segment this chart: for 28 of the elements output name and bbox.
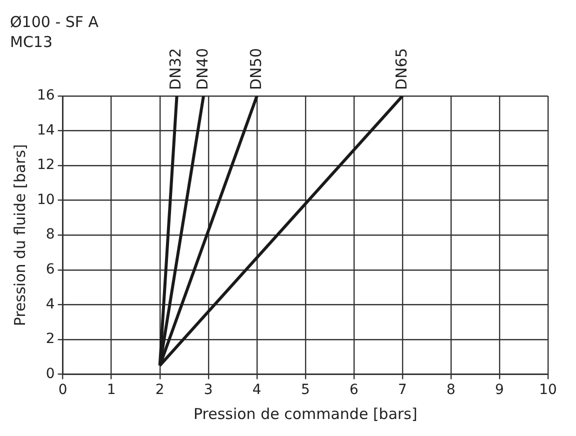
y-tick-label: 0: [46, 366, 55, 382]
text: DN32: [166, 48, 185, 90]
x-tick-label: 4: [252, 382, 262, 398]
text: DN50: [246, 48, 265, 90]
y-axis-title: Pression du fluide [bars]: [10, 144, 29, 326]
x-tick-label: 6: [349, 382, 358, 398]
y-tick-label: 14: [36, 122, 55, 138]
text: DN65: [392, 48, 410, 90]
text: DN40: [193, 48, 212, 90]
x-tick-label: 7: [398, 382, 407, 398]
y-tick-label: 6: [46, 262, 55, 278]
x-tick-label: 1: [106, 382, 116, 398]
y-tick-label: 10: [36, 192, 55, 208]
y-tick-label: 16: [36, 88, 55, 104]
x-axis-title: Pression de commande [bars]: [193, 404, 418, 423]
x-tick-label: 5: [300, 382, 310, 398]
chart-title: Ø100 - SF A: [10, 12, 99, 32]
y-tick-label: 12: [36, 157, 55, 174]
x-tick-label: 9: [495, 382, 504, 398]
x-tick-label: 0: [58, 382, 68, 398]
y-tick-label: 2: [46, 331, 55, 348]
x-tick-label: 2: [155, 382, 164, 398]
y-tick-label: 4: [46, 296, 55, 312]
x-tick-label: 8: [446, 382, 456, 398]
x-tick-label: 10: [539, 382, 557, 398]
y-tick-label: 8: [46, 226, 55, 243]
x-tick-label: 3: [204, 382, 213, 398]
chart-subtitle: MC13: [10, 32, 54, 52]
